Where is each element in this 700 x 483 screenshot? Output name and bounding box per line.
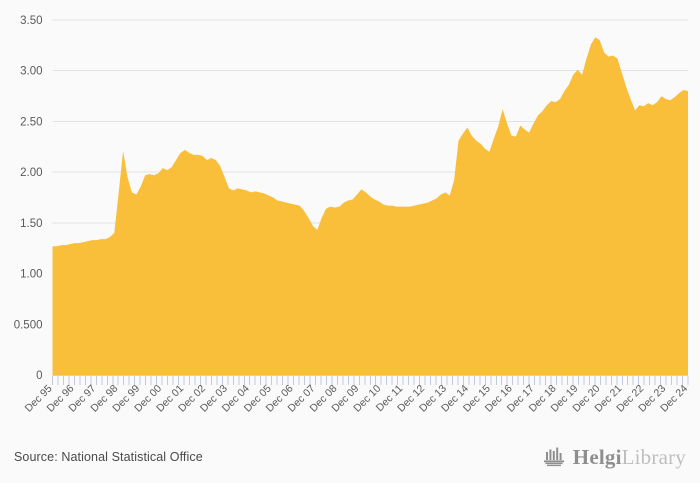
library-bars-icon	[543, 447, 564, 467]
source-note: Source: National Statistical Office	[14, 450, 203, 464]
brand-wordmark: HelgiLibrary	[572, 444, 686, 469]
y-axis-tick-labels: 0 0.500 1.00 1.50 2.00 2.50 3.00 3.50	[14, 15, 43, 382]
data-area-series	[52, 37, 688, 376]
y-tick-label: 1.50	[20, 218, 42, 230]
brand-name-secondary: Library	[621, 444, 686, 469]
y-tick-label: 3.50	[20, 15, 42, 27]
y-tick-label: 1.00	[20, 269, 42, 281]
helgi-library-logo[interactable]: HelgiLibrary	[542, 446, 686, 468]
y-tick-label: 3.00	[20, 66, 42, 78]
x-axis-minor-ticks	[52, 376, 689, 385]
y-tick-label: 0.500	[14, 319, 43, 331]
brand-name-primary: Helgi	[572, 444, 622, 469]
y-tick-label: 0	[36, 370, 42, 382]
chart-footer: Source: National Statistical Office Helg…	[0, 435, 700, 483]
y-tick-label: 2.50	[20, 116, 42, 128]
y-tick-label: 2.00	[20, 167, 42, 179]
